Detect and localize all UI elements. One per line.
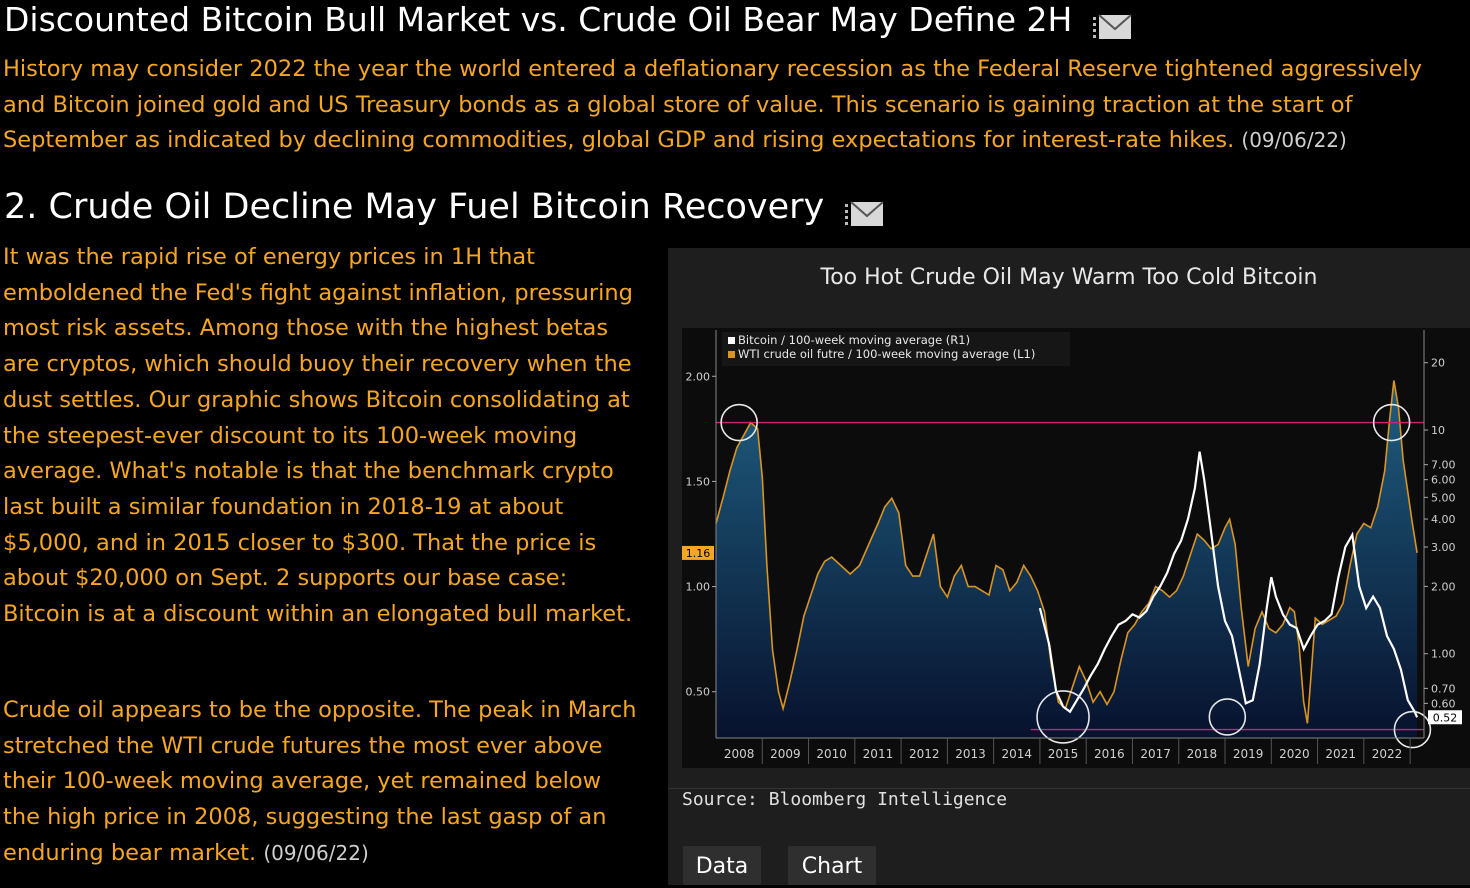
chart-button[interactable]: Chart [788,846,876,885]
chart-title: Too Hot Crude Oil May Warm Too Cold Bitc… [820,265,1318,290]
highlight-circle [1208,698,1247,736]
x-tick-label: 2008 [724,747,755,761]
bitcoin-series-line [1038,451,1419,718]
right-tick-label: 0.60 [1431,697,1456,710]
x-tick-label: 2018 [1187,747,1218,761]
x-tick-label: 2010 [816,747,847,761]
highlight-circle [1372,403,1411,442]
intro-date: (09/06/22) [1241,128,1347,153]
x-tick-label: 2011 [863,747,894,761]
left-tick-label: 0.50 [686,686,711,699]
right-current-value-badge [1428,710,1462,725]
mail-icon[interactable] [1092,9,1133,39]
intro-paragraph: History may consider 2022 the year the w… [3,52,1463,159]
highlight-circle [1393,710,1432,749]
legend-swatch-bitcoin [728,337,735,344]
subsection-title: 2. Crude Oil Decline May Fuel Bitcoin Re… [4,186,885,228]
body-date: (09/06/22) [263,840,369,865]
left-tick-label: 1.50 [686,475,711,488]
right-tick-label: 0.70 [1431,682,1456,695]
x-tick-label: 2019 [1233,747,1264,761]
right-tick-label: 3.00 [1431,541,1456,554]
x-tick-label: 2013 [955,747,986,761]
data-button[interactable]: Data [683,846,761,885]
section-title-text: Discounted Bitcoin Bull Market vs. Crude… [4,0,1073,39]
x-tick-label: 2015 [1048,747,1079,761]
highlight-circle [1036,690,1090,744]
section-title: Discounted Bitcoin Bull Market vs. Crude… [4,0,1133,40]
x-tick-label: 2012 [909,747,940,761]
divider [668,788,1470,789]
subsection-title-text: 2. Crude Oil Decline May Fuel Bitcoin Re… [4,187,825,227]
chart-svg: 2.001.501.000.501.1620107.006.005.004.00… [682,328,1470,768]
legend-label-oil: WTI crude oil futre / 100-week moving av… [738,347,1035,361]
right-tick-label: 6.00 [1431,474,1456,487]
body-text-1: It was the rapid rise of energy prices i… [3,244,633,628]
right-tick-label: 5.00 [1431,491,1456,504]
body-paragraph-1: It was the rapid rise of energy prices i… [3,240,643,633]
chart-panel: Too Hot Crude Oil May Warm Too Cold Bitc… [668,248,1470,885]
right-tick-label: 2.00 [1431,580,1456,593]
left-tick-label: 2.00 [686,370,711,383]
right-current-value-label: 0.52 [1433,711,1458,724]
left-current-value-badge [682,545,714,560]
mail-icon[interactable] [845,195,885,226]
body-paragraph-2: Crude oil appears to be the opposite. Th… [3,693,643,872]
right-tick-label: 7.00 [1431,459,1456,472]
right-tick-label: 4.00 [1431,513,1456,526]
right-tick-label: 10 [1431,424,1445,437]
body-text-2: Crude oil appears to be the opposite. Th… [3,697,637,866]
x-tick-label: 2020 [1279,747,1310,761]
right-tick-label: 1.00 [1431,648,1456,661]
x-tick-label: 2009 [770,747,801,761]
intro-text: History may consider 2022 the year the w… [3,56,1423,154]
x-tick-label: 2021 [1325,747,1356,761]
oil-area [716,380,1418,738]
highlight-circle [720,403,758,442]
left-tick-label: 1.00 [686,581,711,594]
right-tick-label: 20 [1431,357,1445,370]
chart-source: Source: Bloomberg Intelligence [682,789,1008,810]
oil-series-line [715,380,1418,724]
legend-label-bitcoin: Bitcoin / 100-week moving average (R1) [738,333,970,347]
x-tick-label: 2014 [1002,747,1033,761]
x-tick-label: 2016 [1094,747,1125,761]
x-tick-label: 2022 [1372,747,1403,761]
x-tick-label: 2017 [1140,747,1171,761]
legend-swatch-oil [728,351,735,358]
chart-legend: Bitcoin / 100-week moving average (R1) W… [722,332,1070,366]
left-current-value-label: 1.16 [686,547,711,560]
chart-plot: 2.00 1.50 1.00 0.50 1.16 20 10 7.00 6.00 5.00 4.00… [682,328,1470,768]
